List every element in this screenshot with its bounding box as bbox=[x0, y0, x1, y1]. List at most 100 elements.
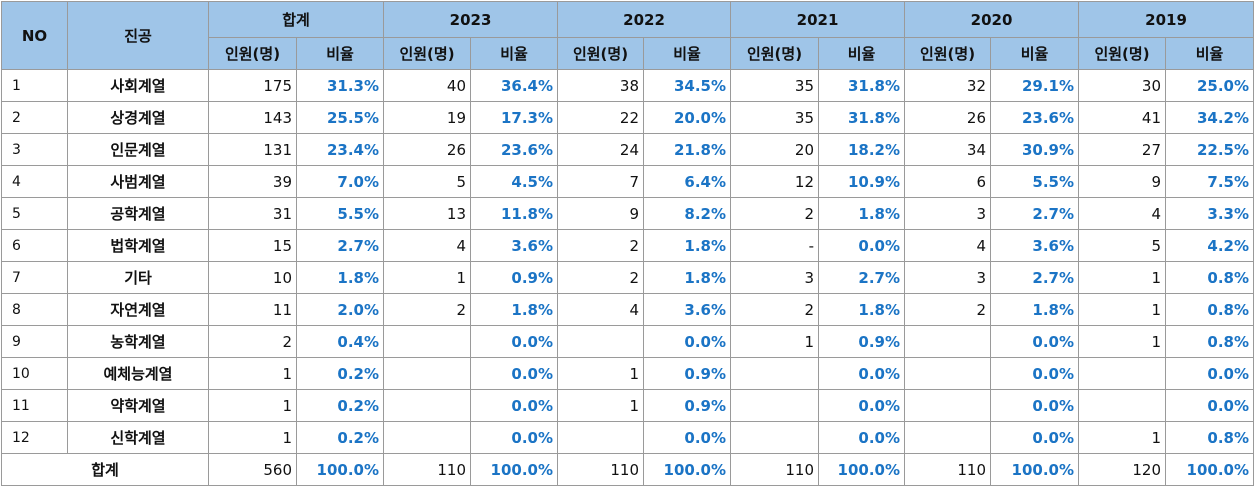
table-cell: 10.9% bbox=[818, 165, 906, 198]
table-cell: 농학계열 bbox=[67, 325, 209, 358]
header-cell: 합계 bbox=[207, 1, 385, 38]
table-cell: 11 bbox=[1, 389, 68, 422]
table-row: 7 기타 10 1.8% 1 0.9% 2 1.8% 3 2.7% 3 2.7% 1 0.8% bbox=[1, 261, 1255, 294]
table-cell: 11.8% bbox=[470, 197, 559, 230]
table-cell: 100.0% bbox=[990, 453, 1080, 486]
table-cell: 3 bbox=[730, 261, 820, 294]
table-row: 8 자연계열 11 2.0% 2 1.8% 4 3.6% 2 1.8% 2 1.8% 1 0.8% bbox=[1, 293, 1255, 326]
table-cell: 4 bbox=[383, 229, 472, 262]
table-cell: 2 bbox=[730, 293, 820, 326]
table-cell: 100.0% bbox=[818, 453, 906, 486]
table-cell: 0.0% bbox=[1165, 357, 1255, 390]
table-cell: 0.8% bbox=[1165, 325, 1255, 358]
header-cell: 비율 bbox=[470, 37, 559, 70]
table-cell: 120 bbox=[1078, 453, 1167, 486]
table-cell: 3.6% bbox=[643, 293, 732, 326]
table-cell: 38 bbox=[557, 69, 645, 102]
table-cell: 2 bbox=[557, 261, 645, 294]
header-cell: NO bbox=[1, 1, 68, 70]
table-cell: 0.0% bbox=[1165, 389, 1255, 422]
table-cell: 0.0% bbox=[818, 389, 906, 422]
table-cell: 0.8% bbox=[1165, 261, 1255, 294]
table-cell: 20 bbox=[730, 133, 820, 166]
table-cell: - bbox=[730, 229, 820, 262]
table-cell: 2 bbox=[557, 229, 645, 262]
table-cell: 상경계열 bbox=[67, 101, 209, 134]
table-cell: 4 bbox=[1, 165, 68, 198]
header-cell: 진공 bbox=[67, 1, 209, 70]
table-cell: 25.0% bbox=[1165, 69, 1255, 102]
header-cell: 비율 bbox=[818, 37, 906, 70]
header-cell: 비율 bbox=[990, 37, 1080, 70]
table-cell: 0.0% bbox=[643, 325, 732, 358]
table-cell: 560 bbox=[208, 453, 297, 486]
table-cell: 25.5% bbox=[295, 101, 385, 134]
table-row: 5 공학계열 31 5.5% 13 11.8% 9 8.2% 2 1.8% 3 2.7% 4 3.3% bbox=[1, 197, 1255, 230]
table-cell: 0.0% bbox=[643, 421, 732, 454]
table-cell bbox=[904, 389, 992, 422]
header-cell: 인원(명) bbox=[383, 37, 472, 70]
table-cell: 1.8% bbox=[818, 293, 906, 326]
table-cell: 신학계열 bbox=[67, 421, 209, 454]
table-cell: 0.2% bbox=[295, 389, 385, 422]
table-cell: 30.9% bbox=[990, 133, 1080, 166]
table-cell: 1 bbox=[383, 261, 472, 294]
table-cell: 4 bbox=[1078, 197, 1167, 230]
table-cell: 31.3% bbox=[295, 69, 385, 102]
table-cell: 사회계열 bbox=[67, 69, 209, 102]
table-cell bbox=[383, 421, 472, 454]
table-cell: 143 bbox=[208, 101, 297, 134]
table-cell bbox=[383, 325, 472, 358]
table-cell: 22 bbox=[557, 101, 645, 134]
table-cell: 1 bbox=[1078, 325, 1167, 358]
table-cell: 100.0% bbox=[470, 453, 559, 486]
table-cell: 2 bbox=[383, 293, 472, 326]
table-cell: 3 bbox=[904, 197, 992, 230]
header-cell: 인원(명) bbox=[208, 37, 297, 70]
table-cell: 4 bbox=[557, 293, 645, 326]
table-cell: 6 bbox=[904, 165, 992, 198]
table-cell: 39 bbox=[208, 165, 297, 198]
header-cell: 비율 bbox=[1165, 37, 1255, 70]
table-cell: 41 bbox=[1078, 101, 1167, 134]
table-cell: 3 bbox=[1, 133, 68, 166]
table-cell: 7 bbox=[557, 165, 645, 198]
table-cell: 0.2% bbox=[295, 421, 385, 454]
table-cell: 2.7% bbox=[990, 261, 1080, 294]
table-cell: 1 bbox=[557, 357, 645, 390]
table-cell: 1 bbox=[1078, 293, 1167, 326]
table-cell: 100.0% bbox=[643, 453, 732, 486]
table-cell: 6.4% bbox=[643, 165, 732, 198]
table-cell: 0.0% bbox=[470, 357, 559, 390]
table-cell bbox=[730, 389, 820, 422]
table-row: 12 신학계열 1 0.2% 0.0% 0.0% 0.0% 0.0% 1 0.8% bbox=[1, 421, 1255, 454]
table-cell bbox=[904, 421, 992, 454]
table-cell: 17.3% bbox=[470, 101, 559, 134]
table-cell bbox=[1078, 389, 1167, 422]
table-cell: 1 bbox=[1078, 261, 1167, 294]
table-cell: 0.8% bbox=[1165, 293, 1255, 326]
table-cell: 0.4% bbox=[295, 325, 385, 358]
table-cell: 24 bbox=[557, 133, 645, 166]
table-row: 9 농학계열 2 0.4% 0.0% 0.0% 1 0.9% 0.0% 1 0.8% bbox=[1, 325, 1255, 358]
header-cell: 2019 bbox=[1078, 1, 1255, 38]
table-cell: 1 bbox=[1078, 421, 1167, 454]
table-cell: 175 bbox=[208, 69, 297, 102]
table-cell bbox=[557, 421, 645, 454]
table-cell: 2.0% bbox=[295, 293, 385, 326]
table-cell: 2.7% bbox=[818, 261, 906, 294]
table-cell: 23.4% bbox=[295, 133, 385, 166]
table-cell bbox=[383, 389, 472, 422]
table-cell: 9 bbox=[557, 197, 645, 230]
table-cell: 34.2% bbox=[1165, 101, 1255, 134]
table-cell: 7.0% bbox=[295, 165, 385, 198]
table-cell: 5 bbox=[1078, 229, 1167, 262]
table-cell: 약학계열 bbox=[67, 389, 209, 422]
table-cell: 8.2% bbox=[643, 197, 732, 230]
table-cell: 법학계열 bbox=[67, 229, 209, 262]
table-cell: 1 bbox=[1, 69, 68, 102]
table-cell: 2.7% bbox=[295, 229, 385, 262]
table-cell: 0.0% bbox=[470, 325, 559, 358]
table-cell: 26 bbox=[904, 101, 992, 134]
